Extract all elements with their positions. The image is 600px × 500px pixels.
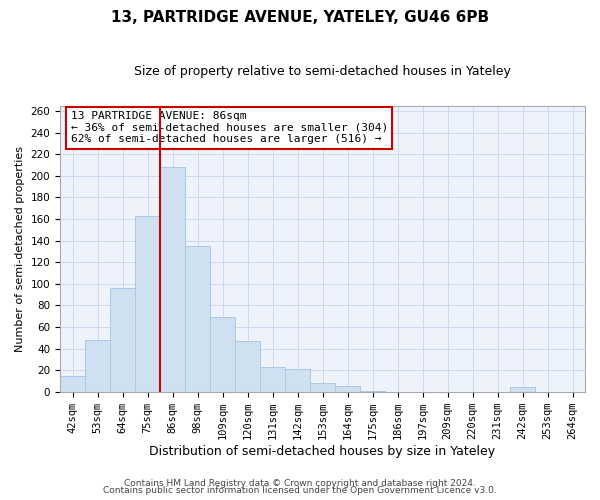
Bar <box>160 167 185 392</box>
Bar <box>110 288 135 392</box>
Title: Size of property relative to semi-detached houses in Yateley: Size of property relative to semi-detach… <box>134 65 511 78</box>
Text: Contains public sector information licensed under the Open Government Licence v3: Contains public sector information licen… <box>103 486 497 495</box>
Bar <box>335 386 360 392</box>
Bar <box>135 216 160 392</box>
Bar <box>360 390 385 392</box>
Text: Contains HM Land Registry data © Crown copyright and database right 2024.: Contains HM Land Registry data © Crown c… <box>124 478 476 488</box>
Bar <box>260 367 285 392</box>
Bar <box>185 246 210 392</box>
Y-axis label: Number of semi-detached properties: Number of semi-detached properties <box>15 146 25 352</box>
Bar <box>60 376 85 392</box>
Text: 13 PARTRIDGE AVENUE: 86sqm
← 36% of semi-detached houses are smaller (304)
62% o: 13 PARTRIDGE AVENUE: 86sqm ← 36% of semi… <box>71 112 388 144</box>
Bar <box>210 317 235 392</box>
Bar <box>310 383 335 392</box>
X-axis label: Distribution of semi-detached houses by size in Yateley: Distribution of semi-detached houses by … <box>149 444 496 458</box>
Bar <box>85 340 110 392</box>
Bar <box>510 388 535 392</box>
Bar <box>285 369 310 392</box>
Text: 13, PARTRIDGE AVENUE, YATELEY, GU46 6PB: 13, PARTRIDGE AVENUE, YATELEY, GU46 6PB <box>111 10 489 25</box>
Bar <box>235 341 260 392</box>
